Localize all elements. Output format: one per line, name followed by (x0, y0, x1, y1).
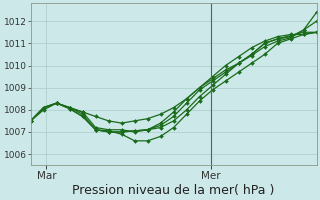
X-axis label: Pression niveau de la mer( hPa ): Pression niveau de la mer( hPa ) (72, 184, 275, 197)
